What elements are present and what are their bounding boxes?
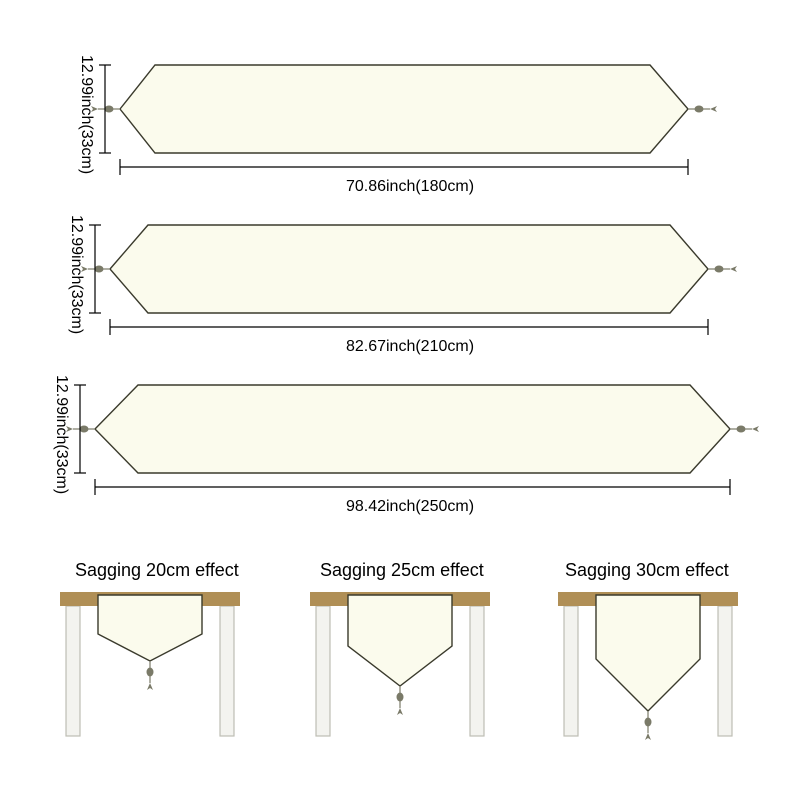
diagram-svg [0,0,800,800]
table-leg [220,606,234,736]
sag-caption: Sagging 25cm effect [320,560,484,581]
table-leg [66,606,80,736]
width-label: 82.67inch(210cm) [300,338,520,356]
runner-drape [348,595,452,686]
height-label: 12.99inch(33cm) [67,215,85,334]
height-label: 12.99inch(33cm) [77,55,95,174]
width-label: 70.86inch(180cm) [300,178,520,196]
table-runner-shape [110,225,708,313]
table-leg [564,606,578,736]
table-runner-shape [95,385,730,473]
sag-caption: Sagging 20cm effect [75,560,239,581]
runner-drape [98,595,202,661]
table-leg [718,606,732,736]
table-runner-shape [120,65,688,153]
height-label: 12.99inch(33cm) [52,375,70,494]
width-label: 98.42inch(250cm) [300,498,520,516]
runner-drape [596,595,700,711]
page: 12.99inch(33cm) 70.86inch(180cm) 12.99inch… [0,0,800,800]
table-leg [470,606,484,736]
sag-caption: Sagging 30cm effect [565,560,729,581]
table-leg [316,606,330,736]
